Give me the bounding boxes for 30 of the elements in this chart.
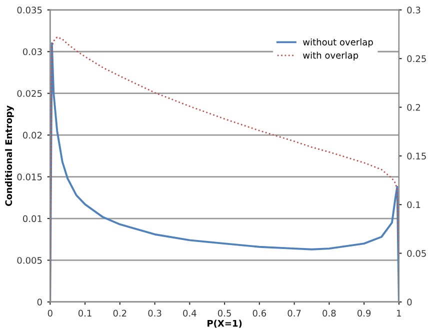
x-tick-label: 0.6 — [252, 310, 266, 317]
x-tick-label: 0.4 — [183, 310, 196, 317]
y2-tick-label: 0.15 — [407, 152, 426, 160]
y-tick-label: 0.01 — [22, 215, 42, 222]
x-tick-label: 0.5 — [218, 310, 231, 317]
x-tick-label: 0.3 — [148, 310, 162, 317]
x-tick-label: 0.8 — [322, 310, 336, 317]
y2-tick-label: 0.2 — [407, 104, 420, 111]
y2-tick-label: 0.25 — [407, 55, 426, 62]
x-tick-label: 0 — [48, 310, 52, 317]
x-tick-label: 0.7 — [288, 310, 301, 317]
y-tick-label: 0.025 — [17, 90, 42, 97]
y2-tick-label: 0.3 — [407, 6, 420, 14]
y-tick-label: 0.02 — [22, 132, 42, 139]
y-tick-label: 0.005 — [17, 256, 42, 264]
x-tick-label: 1 — [397, 310, 401, 316]
y-tick-label: 0 — [37, 298, 42, 306]
x-tick-label: 0.2 — [113, 310, 126, 317]
y-tick-label: 0.015 — [17, 174, 42, 180]
x-tick-label: 0.1 — [78, 310, 92, 317]
y-tick-label: 0.03 — [22, 48, 42, 56]
legend-label: without overlap — [303, 38, 373, 48]
y-axis-title: Conditional Entropy — [5, 106, 14, 206]
y2-tick-label: 0.05 — [407, 250, 426, 257]
y2-tick-label: 0.1 — [407, 201, 420, 208]
y2-tick-label: 0 — [407, 298, 412, 306]
legend-label: with overlap — [303, 52, 358, 60]
y-tick-label: 0.035 — [17, 6, 42, 14]
x-axis-title: P(X=1) — [208, 320, 242, 328]
x-tick-label: 0.9 — [357, 310, 371, 317]
